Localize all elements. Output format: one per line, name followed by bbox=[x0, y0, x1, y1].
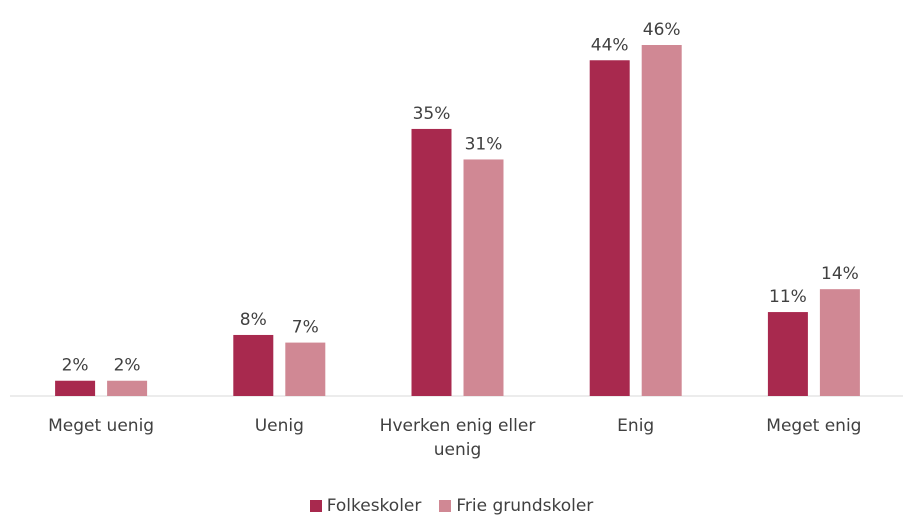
bar bbox=[411, 128, 452, 396]
bar bbox=[55, 380, 96, 396]
data-label: 46% bbox=[643, 20, 681, 40]
data-label: 44% bbox=[591, 35, 629, 55]
legend: Folkeskoler Frie grundskoler bbox=[0, 496, 903, 516]
x-tick-label: Meget enig bbox=[766, 416, 862, 436]
bar bbox=[819, 289, 860, 396]
x-tick-label: Hverken enig eller uenig bbox=[379, 416, 536, 460]
legend-label: Folkeskoler bbox=[326, 496, 422, 516]
data-label: 35% bbox=[413, 104, 451, 124]
bar bbox=[641, 45, 682, 396]
data-label: 2% bbox=[62, 356, 89, 376]
bar bbox=[767, 312, 808, 396]
bar bbox=[589, 60, 630, 397]
x-tick-label: Uenig bbox=[254, 416, 304, 436]
data-label: 31% bbox=[465, 134, 503, 154]
bar bbox=[107, 380, 148, 396]
legend-swatch bbox=[309, 500, 322, 512]
bar bbox=[285, 342, 326, 396]
data-label: 8% bbox=[240, 310, 267, 330]
legend-item: Frie grundskoler bbox=[439, 496, 593, 516]
bar bbox=[233, 334, 274, 396]
legend-label: Frie grundskoler bbox=[456, 496, 594, 516]
data-label: 11% bbox=[769, 287, 807, 307]
x-tick-label: Meget uenig bbox=[48, 416, 155, 436]
legend-swatch bbox=[439, 500, 452, 512]
bar bbox=[463, 159, 504, 396]
data-label: 7% bbox=[292, 318, 319, 338]
x-tick-label: Enig bbox=[617, 416, 655, 436]
data-label: 14% bbox=[821, 264, 859, 284]
legend-item: Folkeskoler bbox=[309, 496, 422, 516]
data-label: 2% bbox=[114, 356, 141, 376]
